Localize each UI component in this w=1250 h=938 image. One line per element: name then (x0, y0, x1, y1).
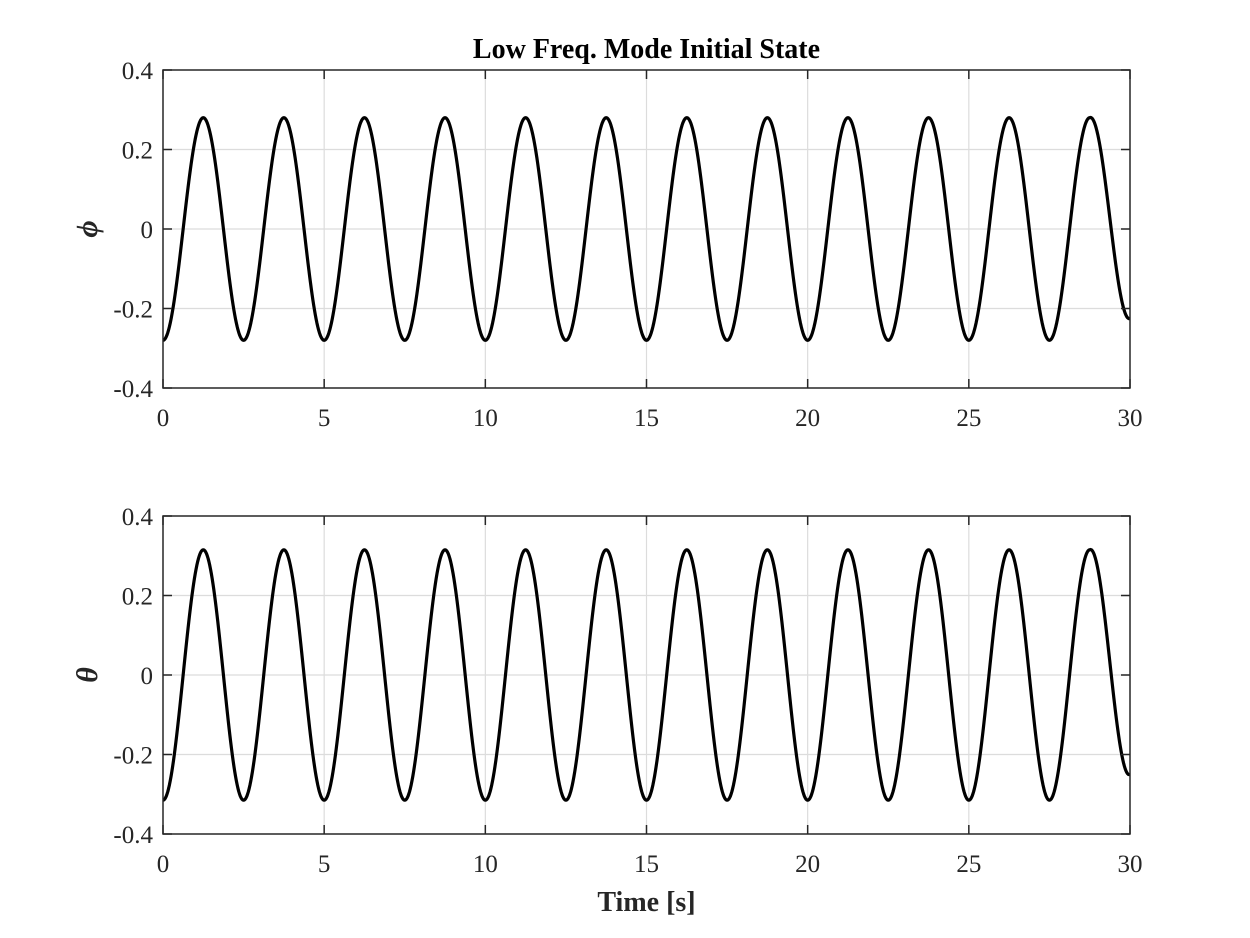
top-plot-ytick-label: 0 (141, 217, 154, 244)
bottom-plot-xtick-label: 5 (318, 851, 331, 878)
bottom-plot-xtick-label: 15 (634, 851, 659, 878)
top-plot-series-line-phi (162, 115, 1131, 342)
bottom-plot-xtick-label: 0 (157, 851, 170, 878)
bottom-plot-series (162, 547, 1131, 802)
top-plot-ytick-label: 0.4 (122, 58, 154, 85)
bottom-plot-ytick-label: -0.2 (113, 743, 153, 770)
bottom-plot-xtick-label: 20 (795, 851, 820, 878)
bottom-plot-ytick-label: -0.4 (113, 822, 153, 849)
top-plot-xtick-label: 30 (1118, 405, 1143, 432)
bottom-plot-xtick-label: 25 (956, 851, 981, 878)
top-plot-grid (163, 70, 1130, 388)
bottom-plot-xtick-label: 30 (1118, 851, 1143, 878)
top-plot-series (162, 115, 1131, 342)
top-plot-xtick-label: 20 (795, 405, 820, 432)
bottom-plot-series-line-theta (162, 547, 1131, 802)
bottom-plot: 0 5 10 15 20 25 30 -0.4 -0.2 0 0.2 0.4 Time [s] θ (71, 504, 1143, 918)
bottom-plot-grid (163, 516, 1130, 834)
top-plot-ticks: 0 5 10 15 20 25 30 -0.4 -0.2 0 0.2 0.4 (113, 58, 1142, 432)
bottom-plot-ytick-label: 0 (141, 663, 154, 690)
bottom-plot-ticks: 0 5 10 15 20 25 30 -0.4 -0.2 0 0.2 0.4 (113, 504, 1142, 878)
top-plot-ytick-label: 0.2 (122, 138, 153, 165)
x-axis-label: Time [s] (597, 887, 695, 918)
top-plot-xtick-label: 5 (318, 405, 331, 432)
top-plot-xtick-label: 25 (956, 405, 981, 432)
bottom-plot-xtick-label: 10 (473, 851, 498, 878)
bottom-plot-ytick-label: 0.2 (122, 584, 153, 611)
top-plot-ylabel: ϕ (71, 220, 104, 237)
top-plot-xtick-label: 15 (634, 405, 659, 432)
top-plot-ytick-label: -0.2 (113, 297, 153, 324)
bottom-plot-ylabel: θ (71, 667, 104, 683)
top-plot: 0 5 10 15 20 25 30 -0.4 -0.2 0 0.2 0.4 Low Freq. Mo… (71, 34, 1143, 432)
top-plot-xtick-label: 10 (473, 405, 498, 432)
bottom-plot-ytick-label: 0.4 (122, 504, 154, 531)
top-plot-xtick-label: 0 (157, 405, 170, 432)
top-plot-ytick-label: -0.4 (113, 376, 153, 403)
chart-title: Low Freq. Mode Initial State (473, 34, 820, 65)
